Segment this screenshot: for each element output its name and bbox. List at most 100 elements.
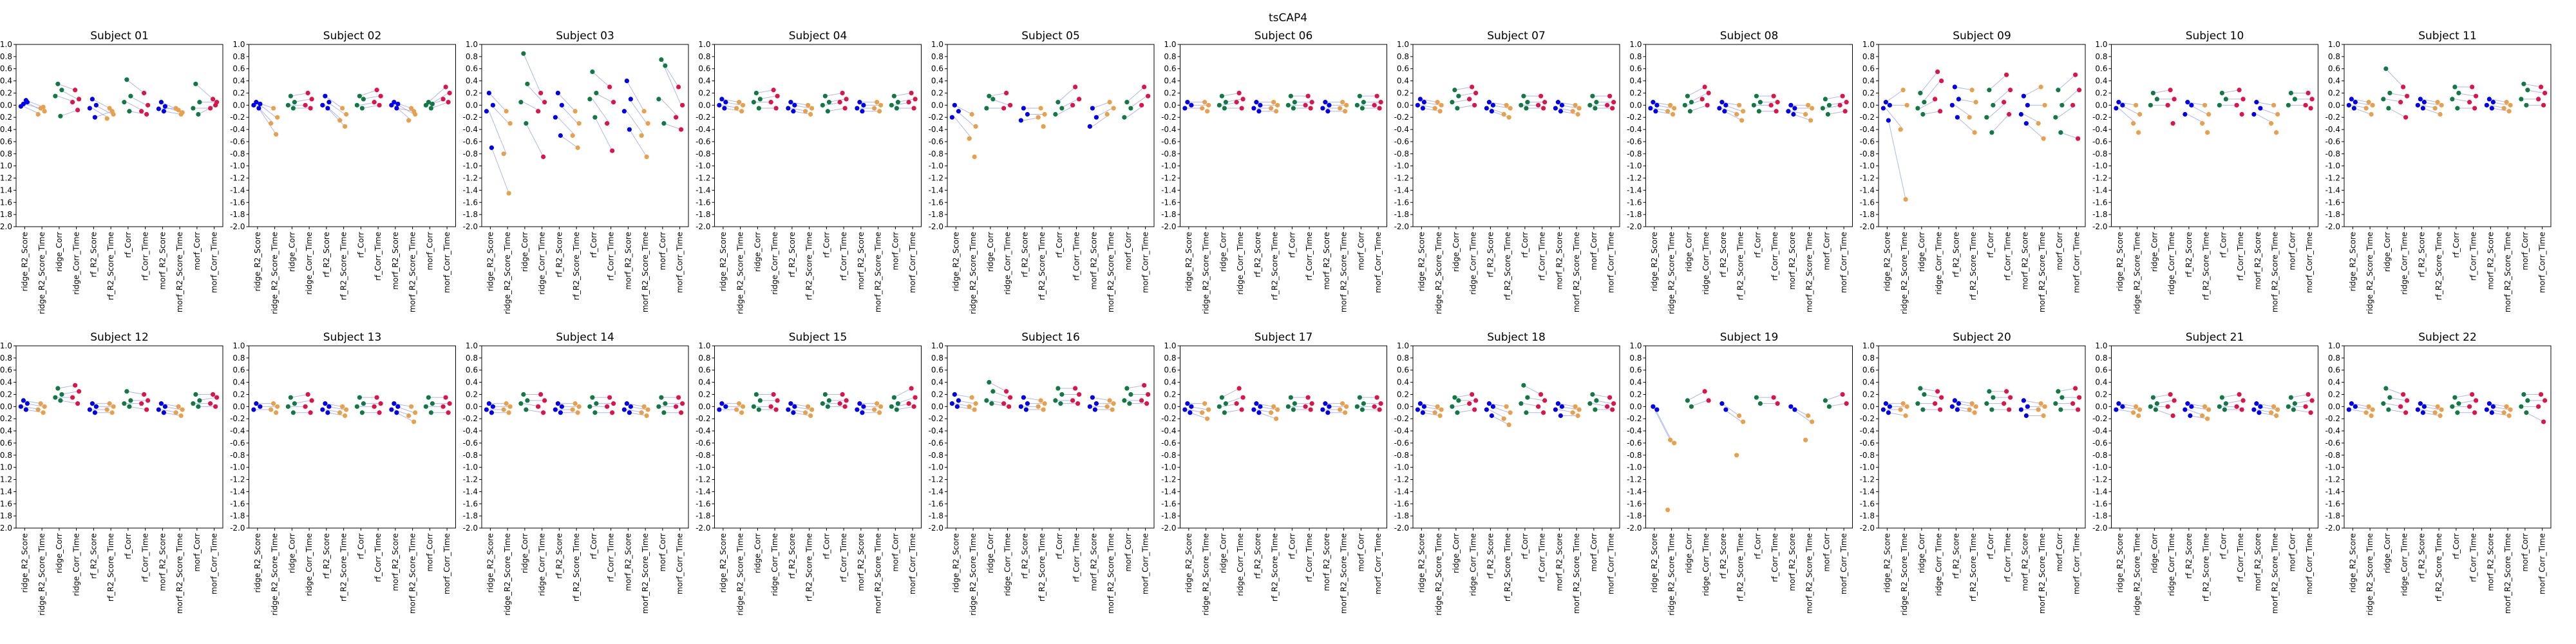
data-point [1359, 106, 1365, 111]
data-point [575, 410, 580, 415]
y-tick-label: -2.0 [230, 524, 245, 533]
data-point [803, 109, 808, 114]
y-tick-label: 0.0 [232, 100, 245, 109]
data-point [447, 401, 452, 406]
data-point [2154, 401, 2159, 406]
data-point [1737, 413, 1742, 419]
data-point [1222, 106, 1227, 111]
y-tick-label: -1.6 [1860, 198, 1875, 207]
data-point [42, 109, 47, 114]
data-point [440, 97, 446, 102]
paired-connector-line [954, 104, 972, 115]
data-point [1124, 100, 1130, 105]
y-tick-label: -1.4 [1394, 185, 1409, 194]
y-tick-label: -2.0 [696, 222, 710, 231]
x-tick-label: morf_R2_Score_Time [2503, 533, 2512, 614]
paired-connector-line [793, 111, 811, 115]
data-point [663, 401, 668, 406]
data-point [2053, 401, 2058, 406]
y-tick-label: 0.0 [2095, 100, 2107, 109]
y-tick-label: 0.6 [1164, 64, 1176, 73]
x-tick-label: ridge_R2_Score [719, 533, 728, 592]
x-tick-label: morf_Corr [1822, 533, 1831, 572]
data-point [1573, 404, 1578, 409]
y-tick-label: -0.8 [2092, 149, 2107, 158]
x-tick-label: rf_R2_Score [554, 533, 564, 579]
data-point [1665, 109, 1671, 114]
y-tick-label: -0.2 [2325, 113, 2340, 122]
data-point [1073, 386, 1078, 391]
data-point [895, 401, 900, 406]
data-point [1042, 111, 1047, 117]
subplot: Subject 101.00.80.60.40.20.0-0.2-0.4-0.6… [2092, 30, 2318, 314]
paired-connector-line [1989, 102, 2007, 118]
paired-connector-line [989, 382, 1007, 392]
y-tick-label: 0.4 [232, 378, 245, 387]
paired-connector-line [1592, 393, 1610, 398]
data-point [122, 401, 127, 406]
data-point [661, 121, 667, 126]
subplot: Subject 091.00.80.60.40.20.0-0.2-0.4-0.6… [1860, 30, 2086, 314]
data-point [308, 410, 313, 415]
y-tick-label: -1.8 [2092, 210, 2107, 219]
data-point [877, 410, 882, 415]
data-point [2116, 100, 2121, 105]
data-point [1991, 102, 1996, 108]
paired-connector-line [1991, 90, 2009, 106]
data-point [1939, 79, 1944, 84]
data-point [1489, 413, 1494, 419]
data-point [1021, 395, 1026, 400]
data-point [197, 100, 202, 105]
x-tick-label: ridge_R2_Score_Time [270, 533, 279, 616]
paired-connector-line [23, 103, 41, 109]
y-tick-label: 1.0 [2328, 40, 2340, 49]
y-tick-label: -0.6 [1161, 137, 1176, 146]
y-tick-label: -0.8 [0, 451, 12, 460]
y-tick-label: 0.4 [2095, 378, 2107, 387]
data-point [808, 413, 813, 419]
data-point [1920, 407, 1926, 412]
data-point [553, 115, 558, 120]
paired-connector-line [1420, 403, 1438, 407]
data-point [2536, 97, 2541, 102]
y-tick-label: -2.0 [463, 524, 478, 533]
data-point [2025, 404, 2030, 409]
data-point [158, 401, 164, 406]
data-point [1933, 97, 1938, 102]
data-point [1590, 392, 1595, 397]
x-tick-label: rf_R2_Score [1951, 533, 1960, 579]
data-point [1239, 407, 1244, 412]
data-point [1142, 84, 1147, 90]
x-tick-label: morf_Corr_Time [1839, 232, 1848, 293]
y-tick-label: 0.6 [1397, 366, 1409, 375]
data-point [2435, 100, 2440, 105]
x-tick-label: rf_Corr [589, 533, 598, 560]
data-point [2501, 106, 2506, 111]
axes-frame [1645, 44, 1853, 227]
data-point [641, 109, 647, 114]
data-point [196, 404, 201, 409]
data-point [987, 93, 992, 99]
x-tick-label: rf_R2_Score [1253, 533, 1262, 579]
x-tick-label: morf_R2_Score [2020, 533, 2029, 591]
data-point [1501, 416, 1506, 421]
data-point [2288, 90, 2293, 96]
data-point [1291, 106, 1296, 111]
data-point [292, 100, 297, 105]
y-tick-label: -1.2 [1627, 174, 1642, 183]
data-point [53, 93, 58, 99]
x-tick-label: morf_R2_Score [1089, 232, 1098, 290]
x-tick-label: morf_R2_Score [623, 533, 632, 591]
data-point [1490, 404, 1495, 409]
x-tick-label: rf_R2_Score_Time [1969, 533, 1978, 601]
paired-connector-line [1457, 104, 1475, 109]
y-tick-label: 0.8 [1629, 354, 1642, 363]
y-tick-label: 0.6 [698, 366, 710, 375]
figure-title: tsCAP4 [1269, 12, 1307, 24]
y-tick-label: -0.4 [929, 426, 943, 435]
paired-connector-line [790, 403, 808, 407]
y-tick-label: -0.8 [2092, 451, 2107, 460]
subplot: Subject 051.00.80.60.40.20.0-0.2-0.4-0.6… [929, 30, 1155, 314]
x-tick-label: morf_Corr [658, 232, 667, 270]
paired-connector-line [629, 412, 647, 416]
